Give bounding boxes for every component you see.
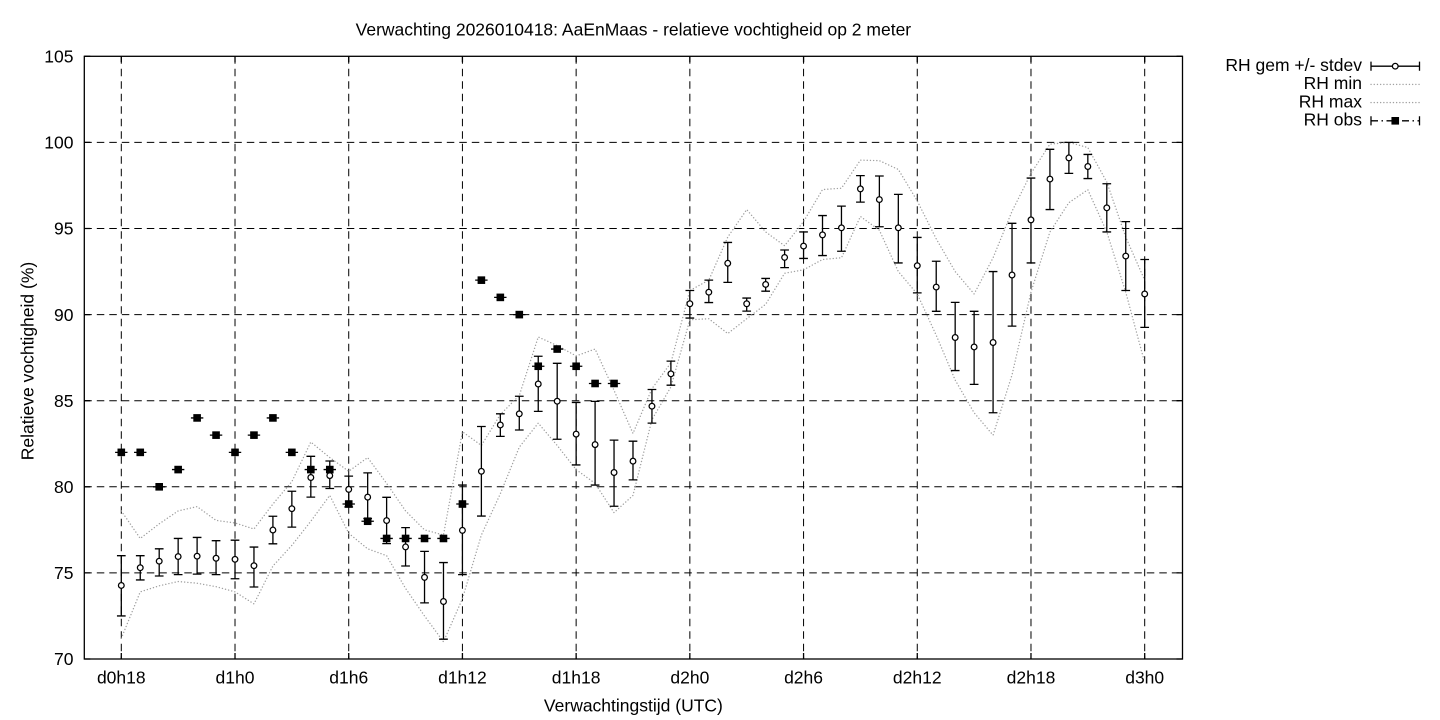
svg-text:80: 80: [54, 477, 74, 497]
svg-text:Verwachtingstijd (UTC): Verwachtingstijd (UTC): [544, 696, 723, 716]
svg-text:d1h12: d1h12: [438, 668, 487, 688]
svg-text:RH max: RH max: [1299, 91, 1362, 111]
svg-text:d1h18: d1h18: [552, 668, 601, 688]
svg-text:Relatieve vochtigheid (%): Relatieve vochtigheid (%): [18, 262, 38, 460]
svg-text:RH min: RH min: [1304, 73, 1362, 93]
svg-text:d2h18: d2h18: [1007, 668, 1056, 688]
svg-text:d1h6: d1h6: [329, 668, 368, 688]
svg-text:70: 70: [54, 649, 74, 669]
svg-text:d0h18: d0h18: [97, 668, 146, 688]
svg-text:100: 100: [44, 133, 73, 153]
svg-text:105: 105: [44, 47, 73, 67]
svg-text:d2h12: d2h12: [893, 668, 942, 688]
svg-text:d3h0: d3h0: [1125, 668, 1164, 688]
svg-text:d1h0: d1h0: [216, 668, 255, 688]
svg-text:85: 85: [54, 391, 73, 411]
svg-text:Verwachting 2026010418: AaEnMa: Verwachting 2026010418: AaEnMaas - relat…: [356, 20, 912, 40]
svg-text:95: 95: [54, 219, 73, 239]
svg-text:RH obs: RH obs: [1304, 110, 1363, 130]
svg-text:RH gem +/- stdev: RH gem +/- stdev: [1225, 55, 1362, 75]
svg-text:90: 90: [54, 305, 74, 325]
svg-text:75: 75: [54, 563, 73, 583]
svg-text:d2h6: d2h6: [784, 668, 823, 688]
svg-text:d2h0: d2h0: [670, 668, 709, 688]
